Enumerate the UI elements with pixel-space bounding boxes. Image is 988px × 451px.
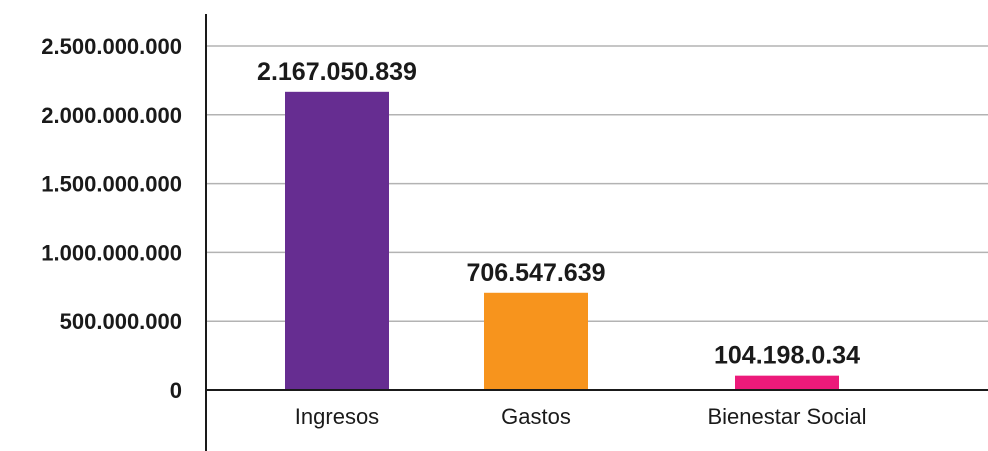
bar-ingresos bbox=[285, 91, 389, 390]
y-axis-tick-labels: 0 500.000.000 1.000.000.000 1.500.000.000 2.… bbox=[41, 34, 182, 403]
data-label: 2.167.050.839 bbox=[257, 58, 417, 86]
bar-gastos bbox=[484, 292, 588, 390]
data-labels: 2.167.050.839 706.547.639 104.198.0.34 bbox=[257, 58, 860, 370]
data-label: 104.198.0.34 bbox=[714, 342, 860, 370]
y-tick-label: 500.000.000 bbox=[60, 309, 182, 334]
y-tick-label: 1.000.000.000 bbox=[41, 240, 182, 265]
y-tick-label: 1.500.000.000 bbox=[41, 172, 182, 197]
x-category-label: Bienestar Social bbox=[708, 404, 867, 429]
y-tick-label: 0 bbox=[170, 378, 182, 403]
x-category-label: Gastos bbox=[501, 404, 571, 429]
x-category-label: Ingresos bbox=[295, 404, 379, 429]
y-tick-label: 2.000.000.000 bbox=[41, 103, 182, 128]
data-label: 706.547.639 bbox=[466, 259, 605, 287]
category-labels: Ingresos Gastos Bienestar Social bbox=[295, 404, 867, 429]
bars bbox=[285, 91, 839, 390]
y-tick-label: 2.500.000.000 bbox=[41, 34, 182, 59]
bar-bienestar-social bbox=[735, 375, 839, 390]
